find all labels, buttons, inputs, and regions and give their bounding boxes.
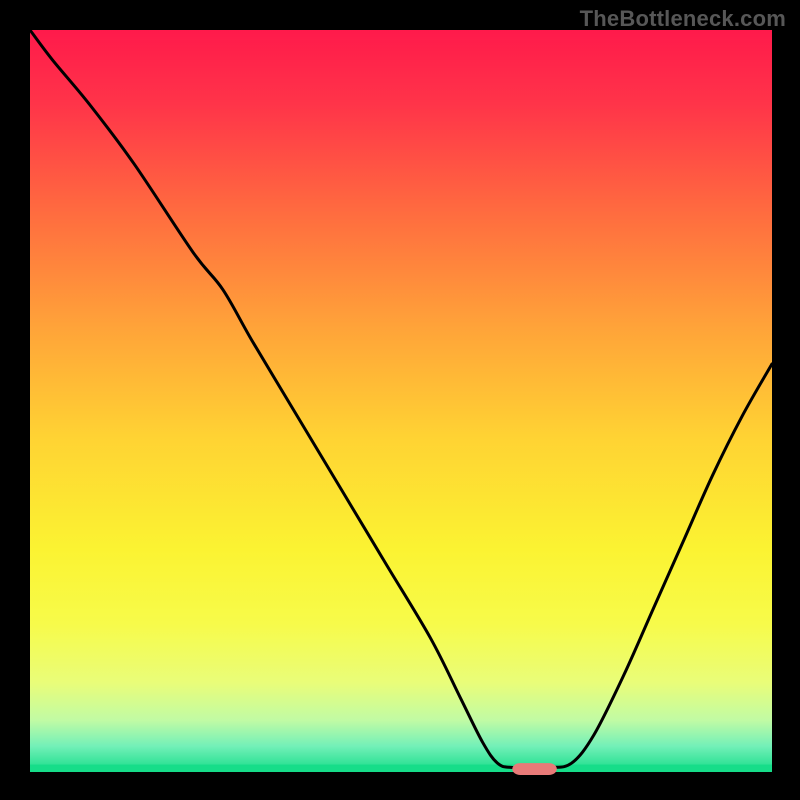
chart-container: TheBottleneck.com: [0, 0, 800, 800]
plot-background: [30, 30, 772, 772]
bottleneck-chart: [0, 0, 800, 800]
optimum-marker: [512, 763, 557, 775]
baseline-band: [30, 765, 772, 772]
